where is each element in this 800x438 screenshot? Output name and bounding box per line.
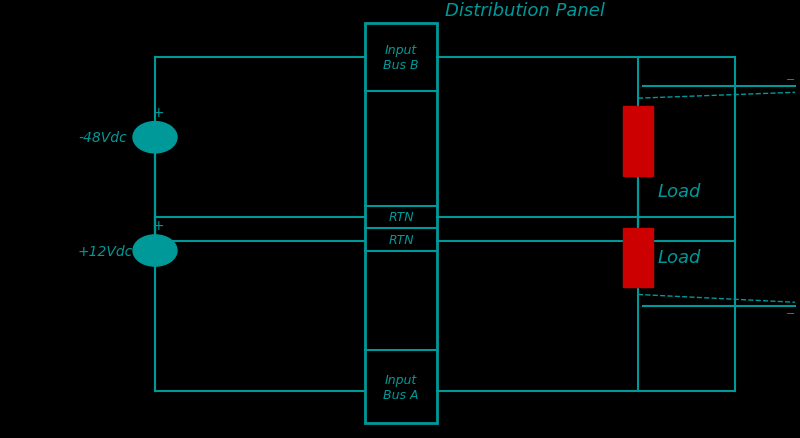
Text: Load: Load bbox=[658, 249, 702, 267]
Text: +: + bbox=[152, 219, 164, 233]
Text: −: − bbox=[786, 308, 795, 318]
Ellipse shape bbox=[133, 235, 177, 266]
Text: RTN: RTN bbox=[388, 233, 414, 246]
Ellipse shape bbox=[133, 122, 177, 153]
Bar bbox=[623, 229, 653, 287]
Text: +12Vdc: +12Vdc bbox=[78, 244, 134, 258]
Text: Load: Load bbox=[658, 183, 702, 201]
Bar bbox=[365, 24, 437, 424]
Text: +: + bbox=[152, 106, 164, 120]
Text: -48Vdc: -48Vdc bbox=[78, 131, 126, 145]
Text: Input
Bus B: Input Bus B bbox=[383, 44, 419, 72]
Text: RTN: RTN bbox=[388, 211, 414, 224]
Bar bbox=[623, 107, 653, 177]
Text: Input
Bus A: Input Bus A bbox=[383, 373, 418, 401]
Text: −: − bbox=[786, 75, 795, 85]
Text: Distribution Panel: Distribution Panel bbox=[445, 2, 605, 20]
